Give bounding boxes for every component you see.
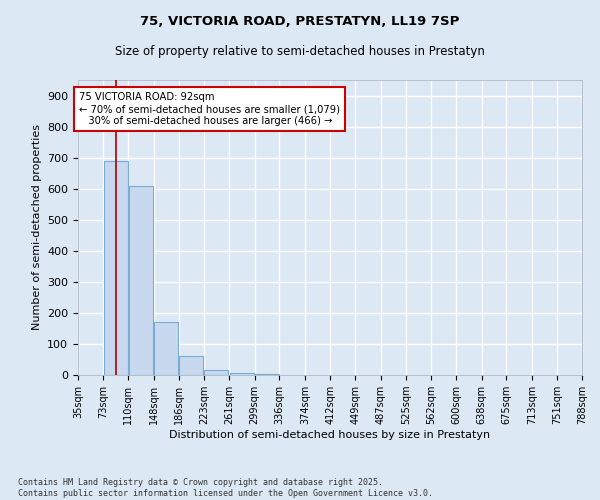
Bar xyxy=(128,186,152,375)
Text: Contains HM Land Registry data © Crown copyright and database right 2025.
Contai: Contains HM Land Registry data © Crown c… xyxy=(18,478,433,498)
Y-axis label: Number of semi-detached properties: Number of semi-detached properties xyxy=(32,124,41,330)
Bar xyxy=(230,374,254,375)
Text: Size of property relative to semi-detached houses in Prestatyn: Size of property relative to semi-detach… xyxy=(115,45,485,58)
Bar xyxy=(179,356,203,375)
Bar xyxy=(204,370,228,375)
Bar xyxy=(104,160,128,375)
Text: 75 VICTORIA ROAD: 92sqm
← 70% of semi-detached houses are smaller (1,079)
   30%: 75 VICTORIA ROAD: 92sqm ← 70% of semi-de… xyxy=(79,92,340,126)
Text: 75, VICTORIA ROAD, PRESTATYN, LL19 7SP: 75, VICTORIA ROAD, PRESTATYN, LL19 7SP xyxy=(140,15,460,28)
Bar xyxy=(154,322,178,375)
Bar xyxy=(255,374,279,375)
X-axis label: Distribution of semi-detached houses by size in Prestatyn: Distribution of semi-detached houses by … xyxy=(169,430,491,440)
